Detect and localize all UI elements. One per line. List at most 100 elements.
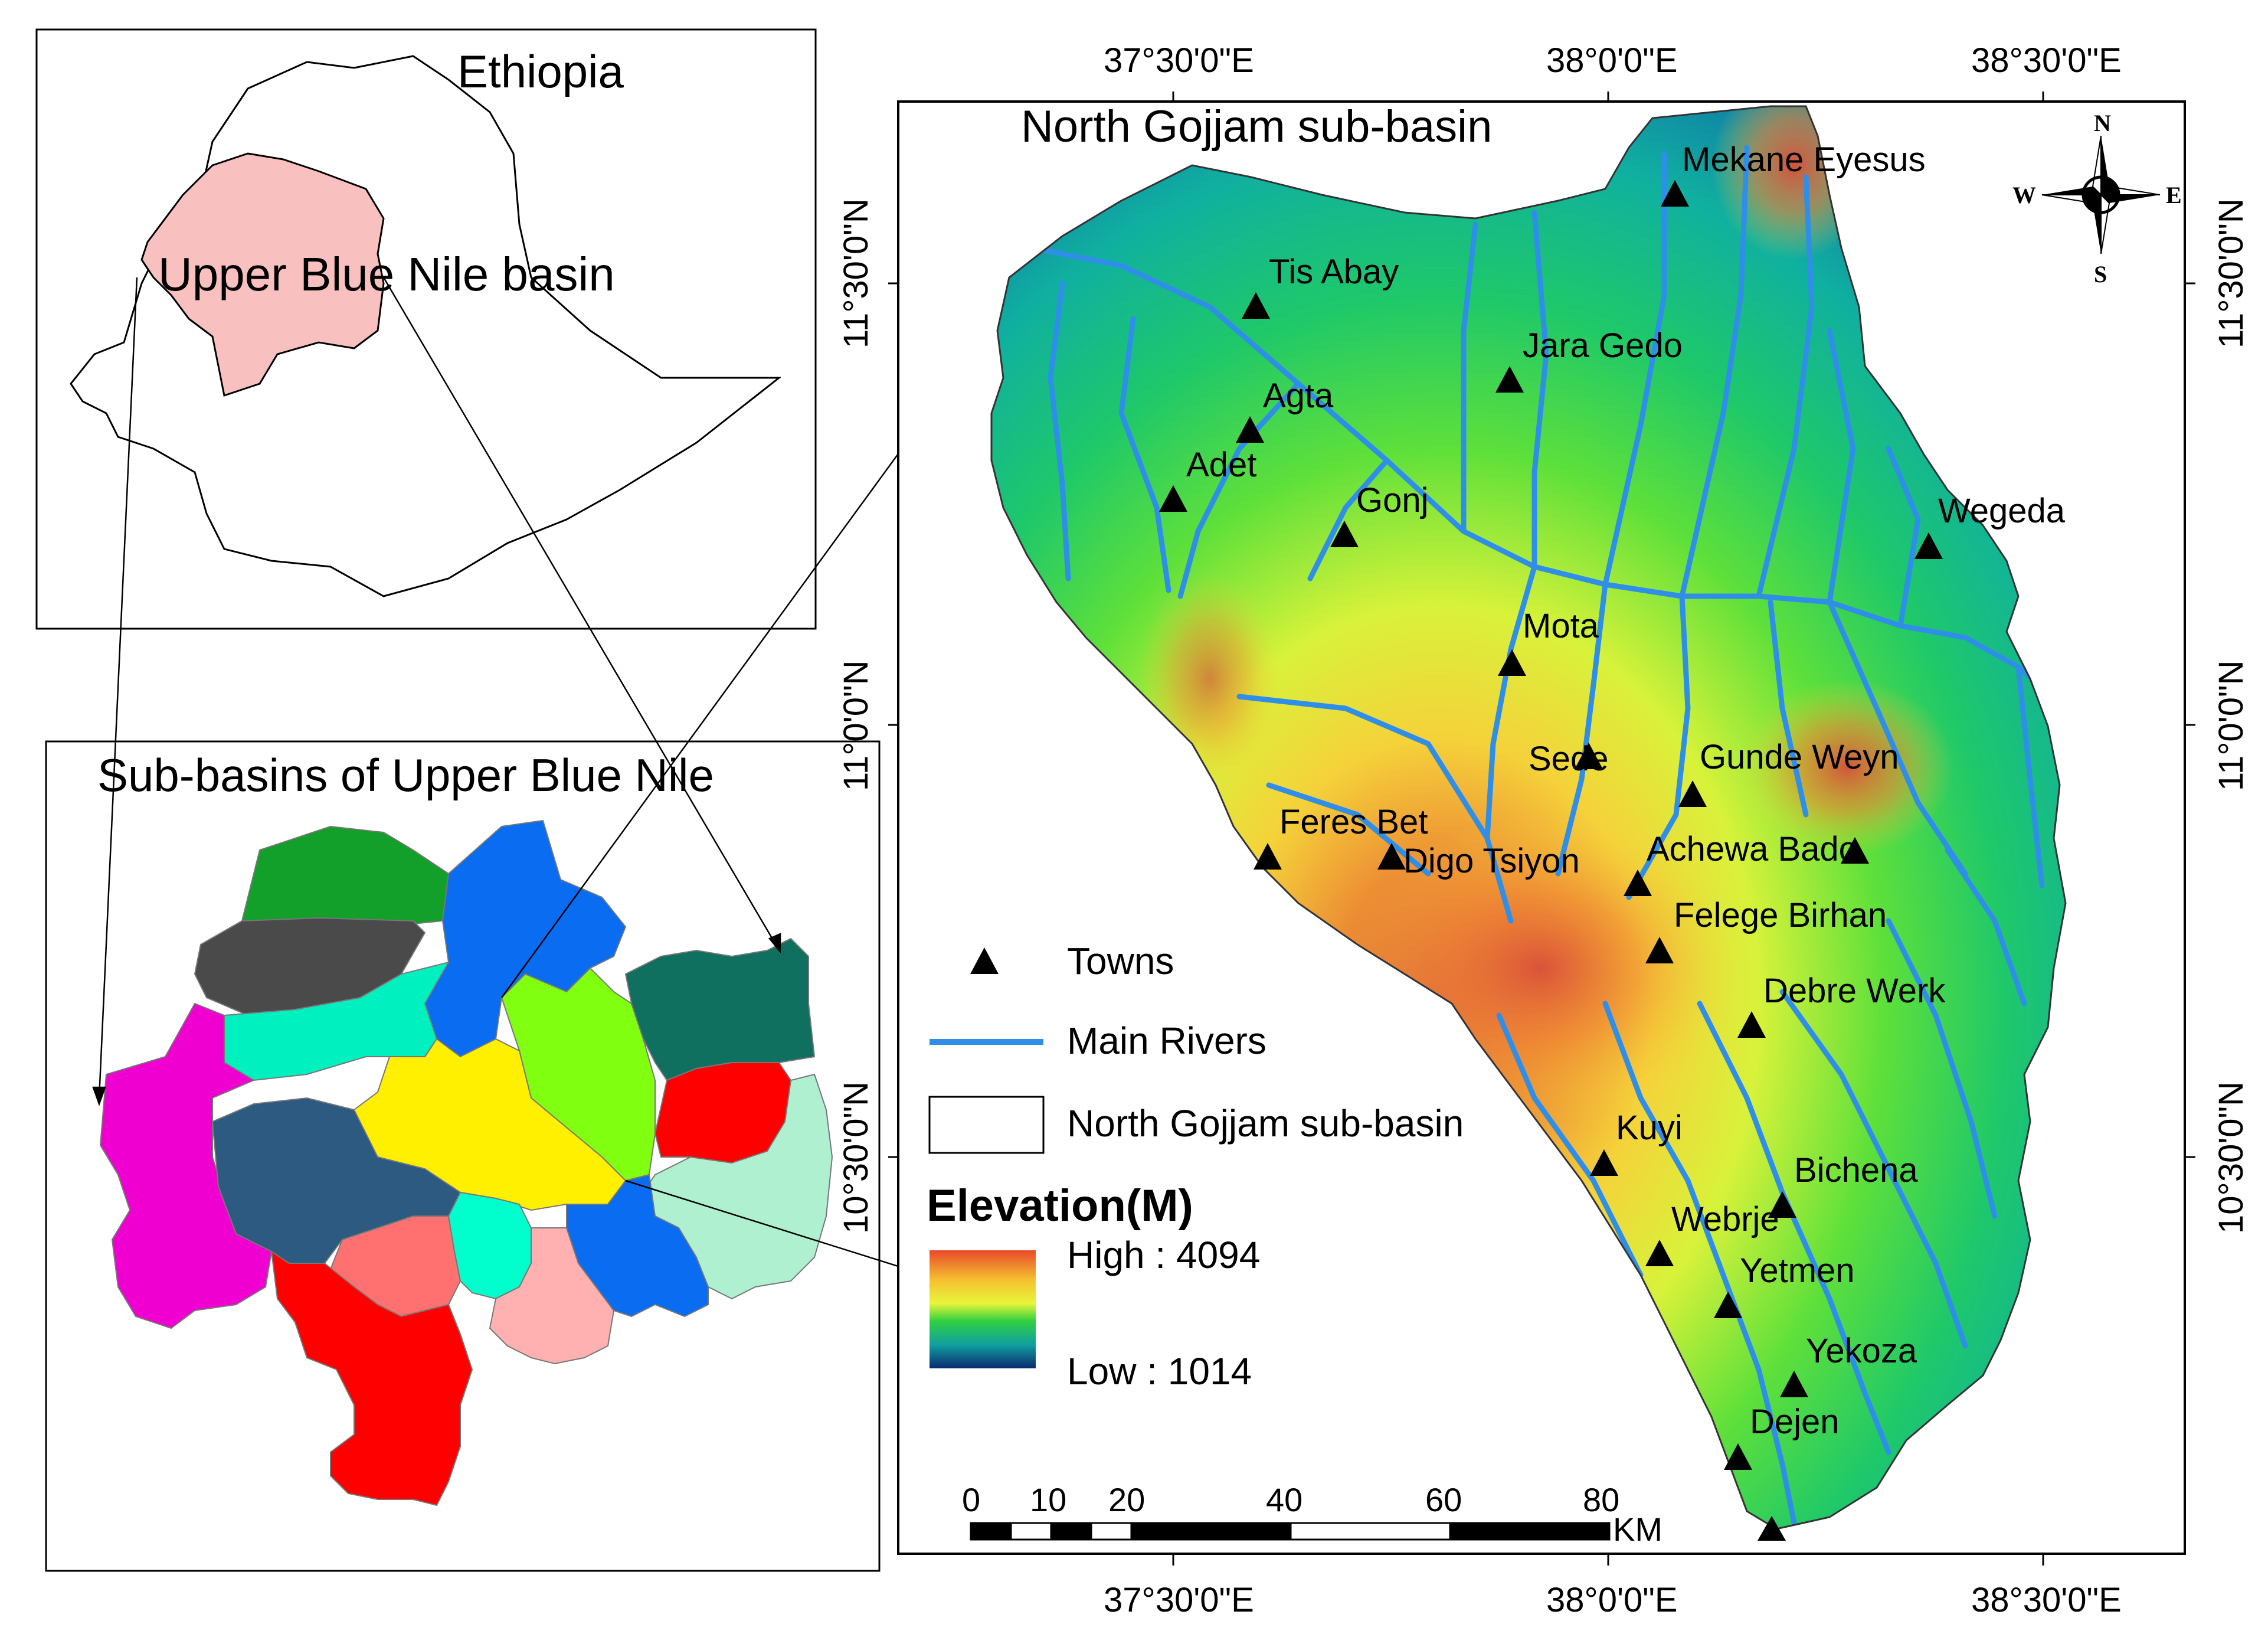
ethiopia-label: Ethiopia [457, 45, 624, 97]
town-webrje[interactable]: Webrje [1645, 1200, 1779, 1266]
upper-blue-nile-basin-shape [140, 152, 385, 397]
town-debre-werk[interactable]: Debre Werk [1737, 972, 1946, 1038]
town-marker [1841, 837, 1869, 864]
town-marker [1914, 532, 1943, 559]
compass-s: S [2094, 261, 2107, 287]
town-agta[interactable]: Agta [1236, 377, 1334, 443]
main-map-title: North Gojjam sub-basin [1021, 102, 1492, 152]
town-adet[interactable]: Adet [1159, 446, 1256, 512]
subbasin-5 [99, 1002, 273, 1329]
lat-label-left-2: 11°0'0"N [837, 661, 875, 791]
lat-label-left-3: 10°30'0"N [837, 1081, 875, 1234]
scale-tick-60: 60 [1425, 1481, 1462, 1518]
town-kuyi[interactable]: Kuyi [1590, 1109, 1683, 1176]
town-tis-abay[interactable]: Tis Abay [1242, 253, 1399, 319]
town-gunde-weyn[interactable]: Gunde Weyn [1678, 738, 1899, 807]
scale-tick-40: 40 [1266, 1481, 1302, 1518]
lon-label-top-2: 38°0'0"E [1546, 41, 1678, 80]
town-marker [1498, 649, 1526, 676]
town-marker [1737, 1011, 1766, 1038]
graticule-ticks [888, 91, 2195, 1566]
town-marker [1714, 1292, 1742, 1318]
highland-peak-2 [1741, 679, 1953, 856]
town-label: Wegeda [1938, 492, 2066, 530]
scale-tick-80: 80 [1583, 1481, 1619, 1518]
town-marker [1780, 1371, 1808, 1397]
scale-tick-10: 10 [1030, 1481, 1066, 1518]
elevation-legend-title: Elevation(M) [927, 1181, 1193, 1231]
lat-label-right-1: 11°30'0"N [2212, 198, 2250, 348]
lat-label-right-3: 10°30'0"N [2212, 1081, 2250, 1234]
town-label: Felege Birhan [1674, 896, 1887, 934]
town-gonj[interactable]: Gonj [1330, 481, 1429, 547]
scale-unit: KM [1613, 1511, 1662, 1548]
town-label: Adet [1186, 446, 1256, 484]
scale-tick-20: 20 [1108, 1481, 1145, 1518]
town-jara-gedo[interactable]: Jara Gedo [1495, 326, 1683, 393]
connector-arrowhead-west [92, 1086, 106, 1106]
main-map: 37°30'0"E 38°0'0"E 38°30'0"E 37°30'0"E 3… [837, 41, 2250, 1619]
town-mota[interactable]: Mota [1498, 607, 1599, 676]
town-label: Digo Tsiyon [1403, 842, 1580, 880]
map-legend: Towns Main Rivers North Gojjam sub-basin… [927, 940, 1464, 1393]
elevation-color-ramp [930, 1250, 1036, 1368]
town-achewa-bado-east-marker [1841, 837, 1869, 864]
compass-w: W [2012, 182, 2036, 208]
town-sede[interactable]: Sede [1529, 740, 1608, 778]
town-achewa-bado[interactable]: Achewa Bado [1624, 830, 1858, 896]
town-mekane-eyesus[interactable]: Mekane Eyesus [1661, 140, 1926, 207]
town-label: Dejen [1750, 1403, 1840, 1441]
town-marker [1254, 843, 1282, 870]
legend-subbasin-icon [928, 1096, 1045, 1154]
town-label: Tis Abay [1269, 253, 1399, 291]
town-marker [1330, 521, 1359, 547]
town-yekoza[interactable]: Yekoza [1780, 1332, 1917, 1397]
town-label: Sede [1529, 740, 1608, 778]
town-marker [1377, 843, 1406, 870]
town-label: Debre Werk [1763, 972, 1946, 1010]
elevation-high-label: High : 4094 [1067, 1234, 1260, 1276]
subbasins-title: Sub-basins of Upper Blue Nile [97, 749, 714, 801]
town-digo-tsiyon[interactable]: Digo Tsiyon [1377, 842, 1580, 880]
town-yetmen[interactable]: Yetmen [1714, 1251, 1855, 1318]
town-label: Feres Bet [1279, 803, 1428, 841]
town-marker [1159, 485, 1187, 512]
lon-label-top-3: 38°30'0"E [1971, 41, 2122, 80]
town-bichena[interactable]: Bichena [1768, 1151, 1918, 1218]
town-felege-birhan[interactable]: Felege Birhan [1645, 896, 1887, 963]
compass-e: E [2166, 182, 2182, 208]
scale-tick-0: 0 [962, 1481, 980, 1518]
north-arrow-icon: N S E W [2012, 110, 2182, 287]
town-outlet-marker [1758, 1516, 1786, 1541]
town-marker [1242, 292, 1270, 319]
town-marker [1724, 1443, 1752, 1470]
subbasin-7 [624, 937, 816, 1081]
towns-layer: Mekane Eyesus Tis Abay Jara Gedo Agta Ad… [1159, 140, 2066, 1541]
town-dejen[interactable]: Dejen [1724, 1403, 1840, 1470]
town-marker [1758, 1516, 1786, 1541]
lon-label-bottom-1: 37°30'0"E [1104, 1581, 1254, 1619]
subbasins-inset: Sub-basins of Upper Blue Nile [45, 740, 881, 1572]
town-marker [1768, 1191, 1796, 1218]
town-marker [1575, 743, 1603, 769]
town-marker [1661, 180, 1689, 207]
town-marker [1590, 1149, 1618, 1176]
main-rivers [1030, 145, 2066, 1526]
town-label: Mota [1523, 607, 1599, 645]
lon-label-bottom-2: 38°0'0"E [1546, 1581, 1678, 1619]
lat-label-left-1: 11°30'0"N [837, 198, 875, 348]
town-label: Mekane Eyesus [1682, 140, 1926, 179]
town-feres-bet[interactable]: Feres Bet [1254, 803, 1428, 870]
town-wegeda[interactable]: Wegeda [1914, 492, 2066, 559]
legend-rivers-label: Main Rivers [1067, 1019, 1266, 1062]
compass-n: N [2094, 110, 2111, 136]
legend-subbasin-label: North Gojjam sub-basin [1067, 1102, 1464, 1145]
lat-label-right-2: 11°0'0"N [2212, 661, 2250, 791]
town-marker [1495, 366, 1524, 393]
connector-basin-to-subbasin-west [98, 277, 138, 1099]
lon-label-top-1: 37°30'0"E [1104, 41, 1254, 80]
town-label: Yetmen [1740, 1251, 1855, 1290]
town-marker [1624, 870, 1652, 896]
town-marker [1645, 937, 1674, 963]
